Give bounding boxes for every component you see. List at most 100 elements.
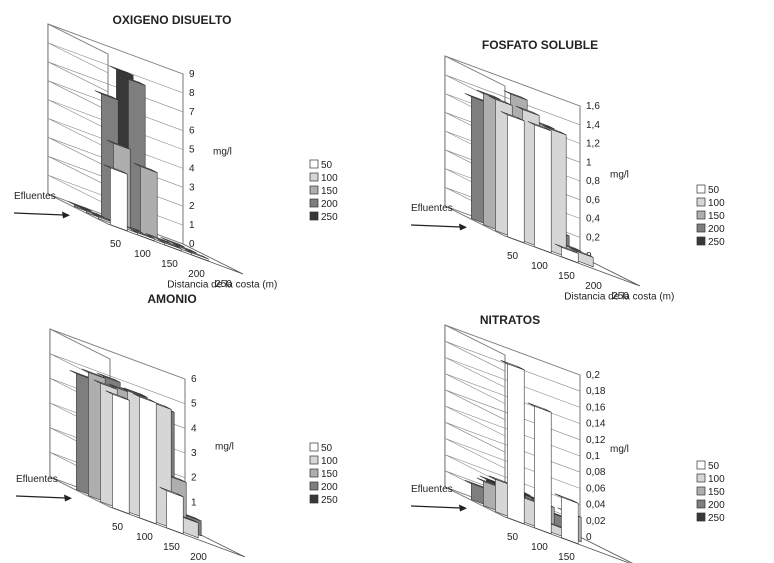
legend-swatch xyxy=(309,481,319,491)
gridline xyxy=(47,42,184,94)
y-tick-label: 0,6 xyxy=(586,195,600,206)
bar xyxy=(132,393,157,525)
legend: 50 100 150 200 250 xyxy=(696,184,725,248)
y-tick-label: 0,14 xyxy=(586,419,606,430)
gridline xyxy=(49,328,186,380)
bar-top xyxy=(69,370,94,381)
legend-swatch xyxy=(309,185,319,195)
bar xyxy=(174,513,199,539)
efluentes-arrowhead xyxy=(64,494,72,502)
legend-label: 150 xyxy=(708,211,725,222)
x-tick-label: 150 xyxy=(558,552,575,563)
bar-top xyxy=(159,487,184,498)
bar xyxy=(554,243,579,264)
legend-swatch xyxy=(696,223,706,233)
legend-swatch xyxy=(696,236,706,246)
y-tick-label: 7 xyxy=(189,107,195,118)
bar-front xyxy=(534,405,552,535)
bar-top xyxy=(81,368,106,379)
legend-swatch xyxy=(309,442,319,452)
legend-label: 150 xyxy=(321,186,338,197)
y-tick-label: 1 xyxy=(586,157,592,168)
y-tick-label: 0,04 xyxy=(586,500,606,511)
legend: 50 100 150 200 250 xyxy=(696,460,725,524)
bar-top xyxy=(96,372,121,383)
bar-top xyxy=(132,393,157,404)
legend-swatch xyxy=(696,197,706,207)
y-tick-label: 1 xyxy=(191,497,197,508)
legend-swatch xyxy=(696,473,706,483)
bar-front xyxy=(166,490,184,535)
bar xyxy=(133,162,158,240)
bar-top xyxy=(527,121,552,132)
legend-swatch xyxy=(696,486,706,496)
y-tick-label: 4 xyxy=(191,423,197,434)
bars xyxy=(464,360,582,545)
legend-label: 200 xyxy=(321,482,338,493)
x-tick-label: 100 xyxy=(531,261,548,272)
bar-front xyxy=(112,393,130,515)
x-tick-label: 100 xyxy=(136,532,153,543)
efluentes-arrow xyxy=(15,495,67,499)
bar xyxy=(184,249,209,262)
y-tick-label: 0 xyxy=(189,239,195,250)
legend: 50 100 150 200 250 xyxy=(309,442,338,506)
bar-top xyxy=(157,239,182,250)
chart-oxigeno-disuelto: OXIGENO DISUELTO 0 1 2 3 4 5 6 7 8 9 mg/l 50 100 150 20… xyxy=(0,0,385,291)
y-tick-label: 1,2 xyxy=(586,139,600,150)
bar-top xyxy=(105,390,130,401)
chart-fosfato-soluble: FOSFATO SOLUBLE00,20,40,60,811,21,41,6mg… xyxy=(387,0,772,303)
y-tick-label: 0,02 xyxy=(586,516,606,527)
efluentes-label: Efluentes xyxy=(411,484,453,495)
bar-top xyxy=(527,402,552,413)
y-tick-label: 6 xyxy=(189,126,195,137)
bar-top xyxy=(160,237,185,248)
y-tick-label: 2 xyxy=(191,473,197,484)
x-tick-label: 100 xyxy=(531,542,548,553)
legend: 50 100 150 200 250 xyxy=(309,159,338,223)
chart-title: OXIGENO DISUELTO xyxy=(113,13,232,27)
legend-label: 250 xyxy=(708,513,725,524)
bar-top xyxy=(120,387,145,398)
legend-label: 250 xyxy=(321,212,338,223)
y-tick-label: 3 xyxy=(189,182,195,193)
efluentes-label: Efluentes xyxy=(14,191,56,202)
legend-label: 50 xyxy=(708,461,720,472)
legend-label: 250 xyxy=(708,237,725,248)
y-tick-label: 0,06 xyxy=(586,483,606,494)
bar xyxy=(103,164,128,232)
bar-front xyxy=(561,496,579,545)
bar xyxy=(542,125,567,258)
x-tick-label: 50 xyxy=(112,522,124,533)
y-tick-label: 6 xyxy=(191,374,197,385)
bar xyxy=(159,487,184,535)
y-tick-label: 1 xyxy=(189,220,195,231)
y-tick-label: 3 xyxy=(191,448,197,459)
chart-title: AMONIO xyxy=(147,292,196,306)
legend-label: 150 xyxy=(708,487,725,498)
bar-top xyxy=(554,493,579,504)
bar xyxy=(527,121,552,254)
bars xyxy=(69,368,202,539)
gridline xyxy=(444,55,581,107)
legend-label: 200 xyxy=(708,500,725,511)
x-tick-label: 200 xyxy=(585,281,602,292)
bar xyxy=(554,493,579,545)
bar-top xyxy=(515,105,540,116)
legend-label: 150 xyxy=(321,469,338,480)
bar-top xyxy=(106,139,131,150)
bar xyxy=(157,239,182,252)
bar-top xyxy=(503,90,528,101)
bar-top xyxy=(109,65,134,76)
y-tick-label: 0,16 xyxy=(586,402,606,413)
y-axis-label: mg/l xyxy=(610,444,629,455)
y-tick-label: 0,12 xyxy=(586,435,606,446)
bar-front xyxy=(549,128,567,258)
y-axis-label: mg/l xyxy=(213,147,232,158)
y-tick-label: 2 xyxy=(189,201,195,212)
y-axis-label: mg/l xyxy=(610,170,629,181)
bar xyxy=(105,390,130,515)
bar-front xyxy=(110,167,128,232)
bar-top xyxy=(91,213,116,224)
chart-title: FOSFATO SOLUBLE xyxy=(482,38,598,52)
